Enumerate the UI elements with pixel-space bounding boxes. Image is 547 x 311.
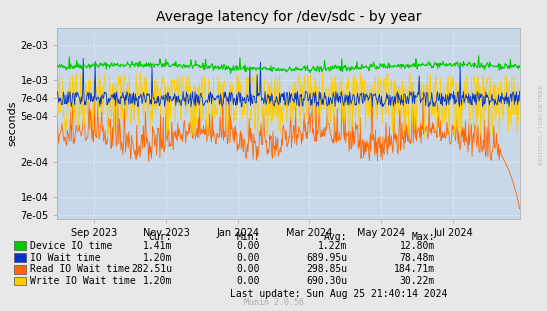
Text: Write IO Wait time: Write IO Wait time: [30, 276, 136, 286]
Text: 12.80m: 12.80m: [400, 241, 435, 251]
Text: 1.20m: 1.20m: [143, 253, 172, 262]
Text: Read IO Wait time: Read IO Wait time: [30, 264, 130, 274]
Text: Min:: Min:: [236, 232, 260, 242]
Y-axis label: seconds: seconds: [8, 101, 18, 146]
Text: 282.51u: 282.51u: [131, 264, 172, 274]
Text: 1.20m: 1.20m: [143, 276, 172, 286]
Text: 78.48m: 78.48m: [400, 253, 435, 262]
Text: 184.71m: 184.71m: [394, 264, 435, 274]
Text: IO Wait time: IO Wait time: [30, 253, 101, 262]
Text: Last update: Sun Aug 25 21:40:14 2024: Last update: Sun Aug 25 21:40:14 2024: [230, 289, 448, 299]
Text: Munin 2.0.56: Munin 2.0.56: [243, 298, 304, 307]
Title: Average latency for /dev/sdc - by year: Average latency for /dev/sdc - by year: [156, 10, 421, 24]
Text: 298.85u: 298.85u: [306, 264, 347, 274]
Text: 0.00: 0.00: [236, 276, 260, 286]
Text: 1.22m: 1.22m: [318, 241, 347, 251]
Text: 0.00: 0.00: [236, 241, 260, 251]
Text: 0.00: 0.00: [236, 264, 260, 274]
Text: 689.95u: 689.95u: [306, 253, 347, 262]
Text: 0.00: 0.00: [236, 253, 260, 262]
Text: 690.30u: 690.30u: [306, 276, 347, 286]
Text: Max:: Max:: [411, 232, 435, 242]
Text: Device IO time: Device IO time: [30, 241, 112, 251]
Text: Avg:: Avg:: [324, 232, 347, 242]
Text: 30.22m: 30.22m: [400, 276, 435, 286]
Text: 1.41m: 1.41m: [143, 241, 172, 251]
Text: RRDTOOL / TOBI OETIKER: RRDTOOL / TOBI OETIKER: [538, 84, 543, 165]
Text: Cur:: Cur:: [149, 232, 172, 242]
